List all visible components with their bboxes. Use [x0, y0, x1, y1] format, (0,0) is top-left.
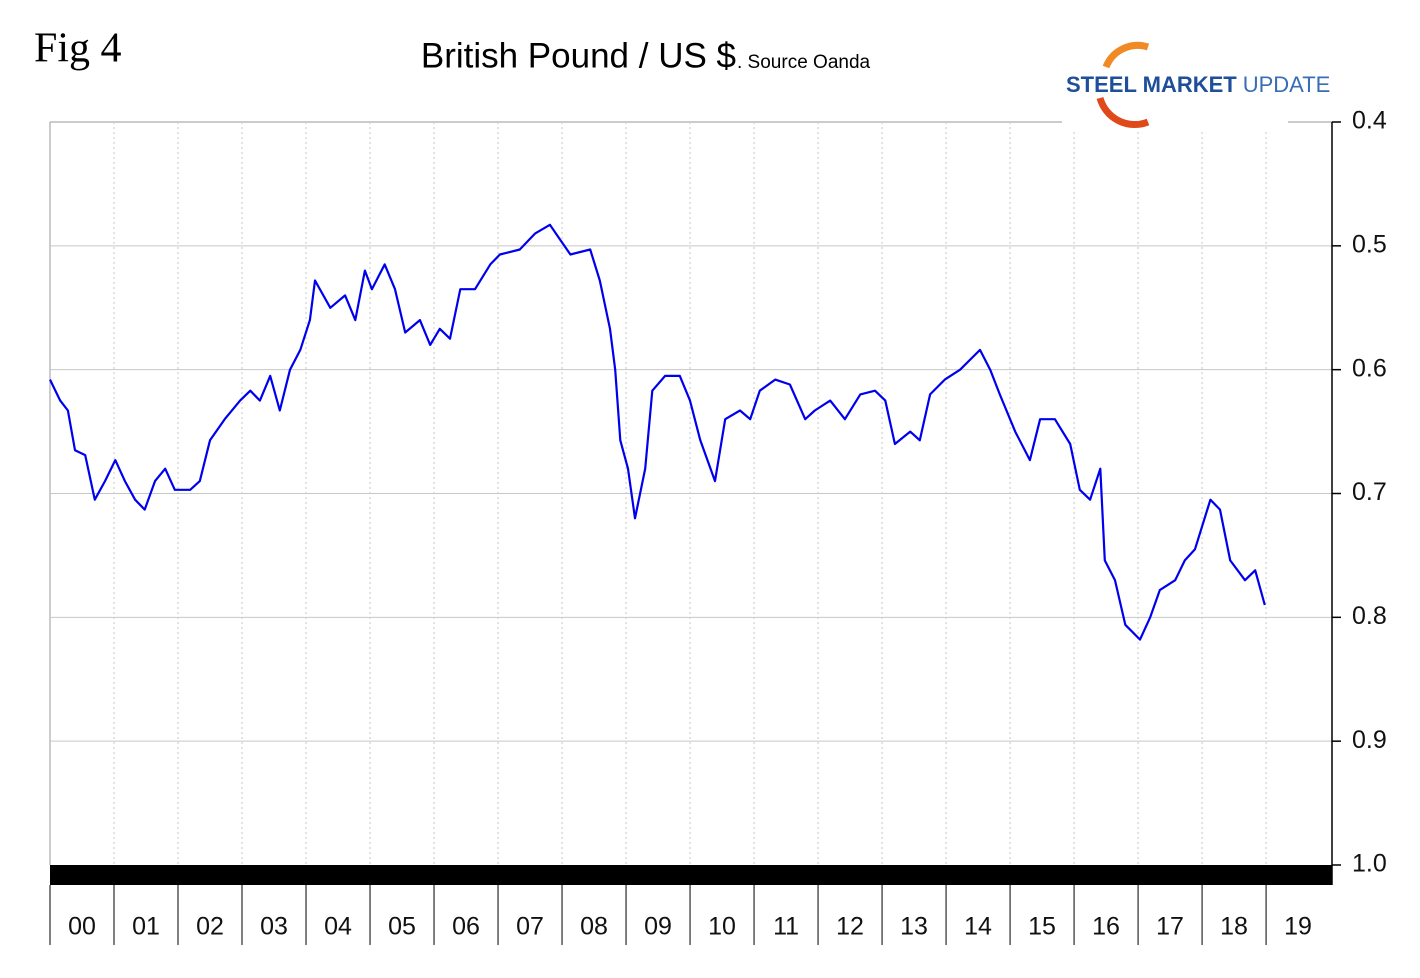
x-tick-label: 09	[644, 913, 672, 941]
y-tick-label: 0.7	[1352, 478, 1387, 506]
logo-light: UPDATE	[1243, 72, 1331, 97]
logo: STEEL MARKET UPDATE	[1062, 36, 1330, 130]
figure-label: Fig 4	[34, 26, 122, 72]
logo-background	[1062, 36, 1288, 130]
x-tick-label: 01	[132, 913, 160, 941]
x-tick-label: 15	[1028, 913, 1056, 941]
logo-bold: STEEL MARKET	[1066, 72, 1237, 97]
x-tick-label: 04	[324, 913, 352, 941]
x-tick-label: 08	[580, 913, 608, 941]
plot-area: 0.4 0.5 0.6 0.7 0.8 0.9 1.0 00 01 02 03 04 05 06 07 08 0…	[49, 107, 1387, 945]
logo-text: STEEL MARKET UPDATE	[1066, 72, 1330, 97]
x-tick-label: 13	[900, 913, 928, 941]
x-tick-label: 17	[1156, 913, 1184, 941]
x-tick-label: 18	[1220, 913, 1248, 941]
x-tick-label: 12	[836, 913, 864, 941]
x-tick-label: 05	[388, 913, 416, 941]
x-tick-label: 19	[1284, 913, 1312, 941]
x-tick-label: 10	[708, 913, 736, 941]
chart-subtitle: . Source Oanda	[737, 52, 871, 73]
logo-swoosh	[1102, 41, 1150, 69]
y-tick-label: 0.5	[1352, 230, 1387, 258]
x-tick-label: 00	[68, 913, 96, 941]
chart-title: British Pound / US $	[421, 36, 736, 75]
x-tick-label: 07	[516, 913, 544, 941]
y-tick-label: 0.4	[1352, 107, 1387, 135]
x-tick-label: 11	[773, 913, 799, 941]
logo-swoosh	[1096, 96, 1150, 129]
y-tick-label: 0.9	[1352, 726, 1387, 754]
y-tick-label: 0.8	[1352, 602, 1387, 630]
x-tick-label: 03	[260, 913, 288, 941]
x-tick-label: 06	[452, 913, 480, 941]
x-tick-label: 02	[196, 913, 224, 941]
y-tick-label: 0.6	[1352, 354, 1387, 382]
data-line	[49, 223, 1266, 641]
x-tick-label: 16	[1092, 913, 1120, 941]
x-tick-label: 14	[964, 913, 992, 941]
y-tick-label: 1.0	[1352, 850, 1387, 878]
